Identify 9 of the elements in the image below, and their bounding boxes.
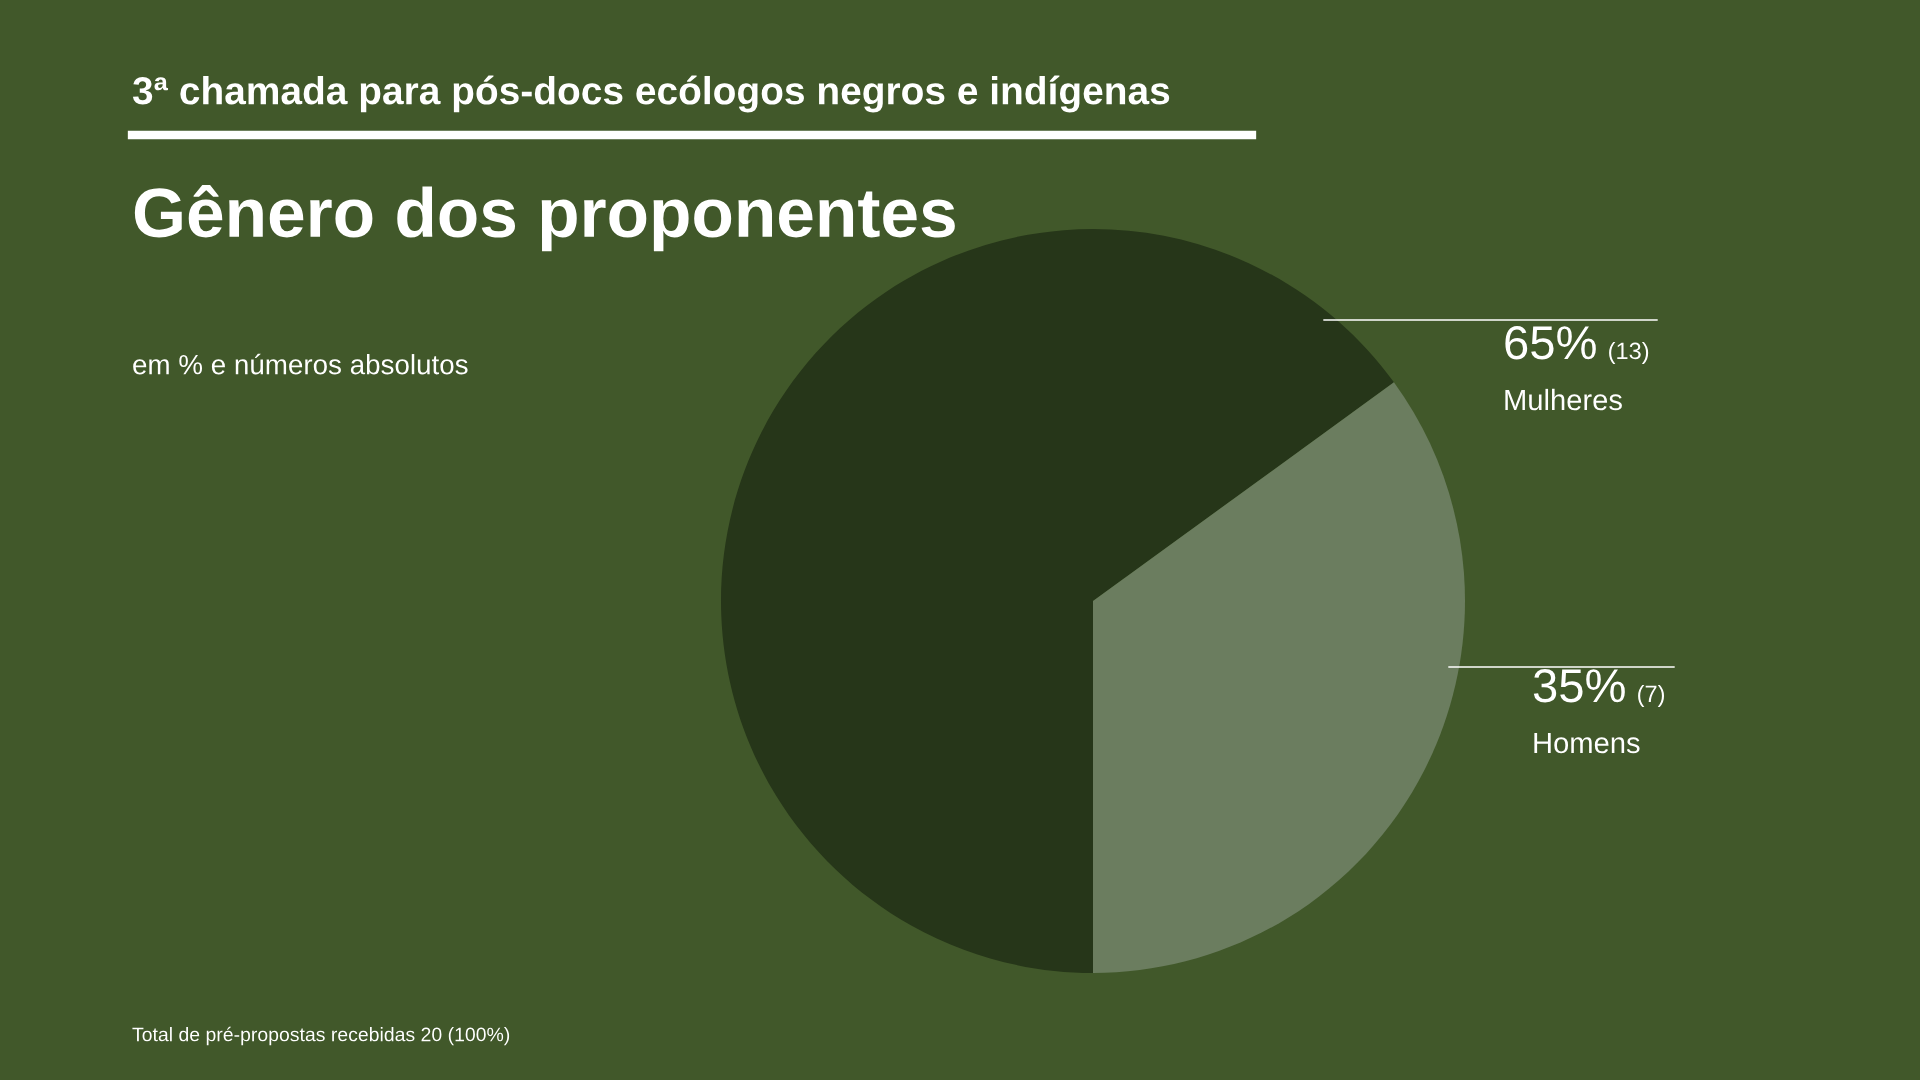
slice-label: Mulheres <box>1505 388 1622 411</box>
text: em % e números absolutos <box>133 353 468 375</box>
data-label: 65% (13) <box>1505 326 1649 364</box>
slice-label: Homens <box>1534 732 1640 754</box>
pie-slice <box>1093 382 1465 973</box>
chart-title: Gênero dos proponentes <box>134 185 955 252</box>
text: 3ª chamada para pós-docs ecólogos negros e indígenas <box>132 75 1170 113</box>
data-label: 35% (7) <box>1533 669 1665 707</box>
text: Total de pré-propostas recebidas 20 (100%) <box>132 1026 510 1046</box>
